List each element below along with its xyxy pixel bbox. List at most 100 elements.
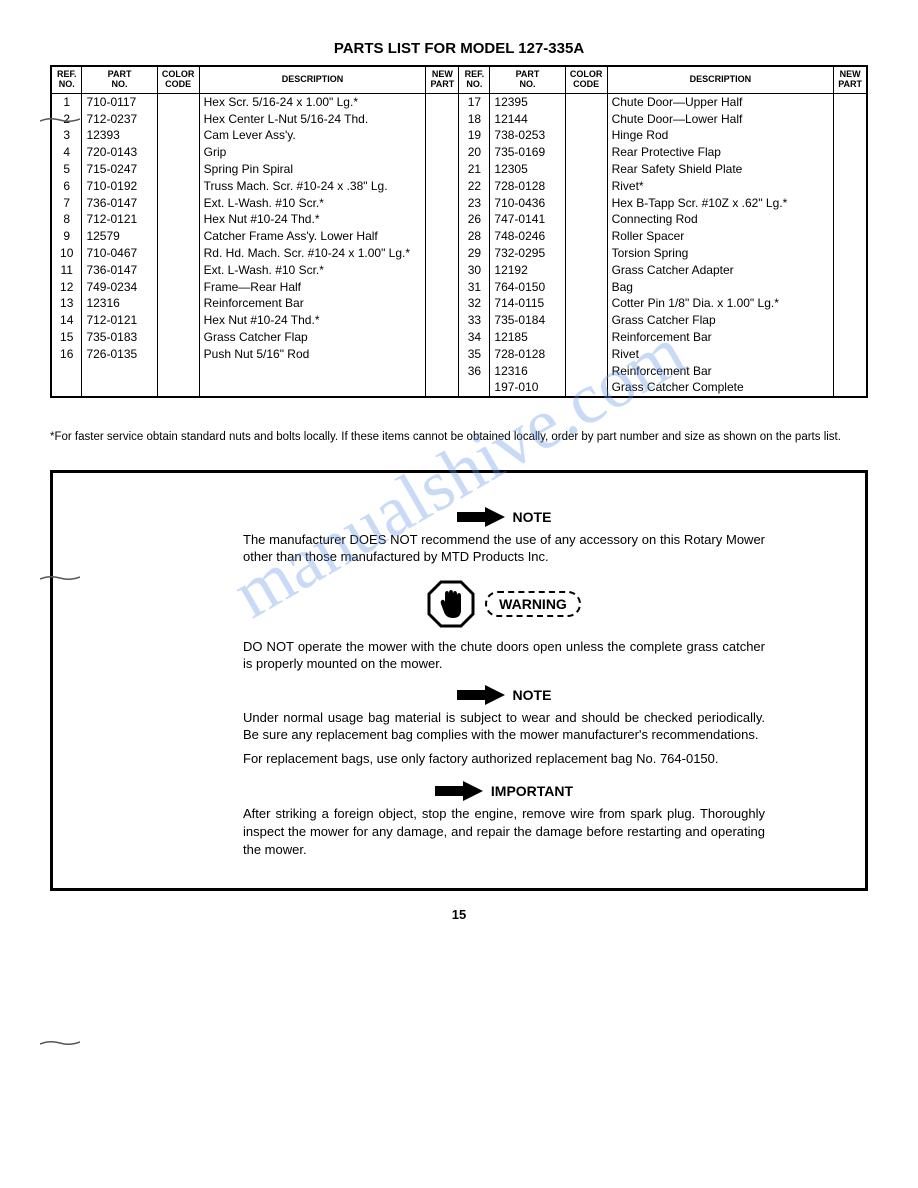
cell-new-part [426, 312, 459, 329]
cell-color-code [565, 379, 607, 397]
cell-part-no: 712-0121 [82, 312, 157, 329]
cell-description: Ext. L-Wash. #10 Scr.* [199, 262, 426, 279]
table-row: 16726-0135Push Nut 5/16" Rod35728-0128Ri… [51, 346, 867, 363]
cell-description: Hex B-Tapp Scr. #10Z x .62" Lg.* [607, 195, 834, 212]
cell-color-code [565, 111, 607, 128]
cell-ref-no: 8 [51, 211, 82, 228]
cell-part-no: 738-0253 [490, 127, 565, 144]
cell-color-code [565, 127, 607, 144]
table-row: 7736-0147Ext. L-Wash. #10 Scr.*23710-043… [51, 195, 867, 212]
cell-new-part [426, 127, 459, 144]
cell-color-code [565, 329, 607, 346]
table-row: 2712-0237Hex Center L-Nut 5/16-24 Thd.18… [51, 111, 867, 128]
cell-ref-no: 33 [459, 312, 490, 329]
margin-mark [40, 570, 80, 580]
cell-part-no: 735-0169 [490, 144, 565, 161]
arrow-right-icon [457, 685, 505, 705]
cell-color-code [157, 379, 199, 397]
cell-new-part [834, 279, 867, 296]
cell-part-no: 710-0192 [82, 178, 157, 195]
header-new-part: NEWPART [426, 66, 459, 93]
cell-description: Catcher Frame Ass'y. Lower Half [199, 228, 426, 245]
table-row: 912579Catcher Frame Ass'y. Lower Half287… [51, 228, 867, 245]
table-row: 15735-0183Grass Catcher Flap3412185Reinf… [51, 329, 867, 346]
cell-ref-no [51, 379, 82, 397]
cell-color-code [157, 329, 199, 346]
cell-new-part [834, 329, 867, 346]
cell-ref-no: 12 [51, 279, 82, 296]
important-label: IMPORTANT [491, 783, 573, 799]
cell-ref-no: 10 [51, 245, 82, 262]
cell-new-part [834, 211, 867, 228]
cell-part-no: 197-010 [490, 379, 565, 397]
cell-description: Reinforcement Bar [607, 363, 834, 380]
table-row: 10710-0467Rd. Hd. Mach. Scr. #10-24 x 1.… [51, 245, 867, 262]
cell-part-no: 728-0128 [490, 346, 565, 363]
table-row: 4720-0143Grip20735-0169Rear Protective F… [51, 144, 867, 161]
cell-ref-no [459, 379, 490, 397]
cell-part-no: 728-0128 [490, 178, 565, 195]
cell-color-code [157, 279, 199, 296]
margin-mark [40, 112, 80, 122]
table-row: 11736-0147Ext. L-Wash. #10 Scr.*3012192G… [51, 262, 867, 279]
cell-part-no: 712-0121 [82, 211, 157, 228]
cell-ref-no: 30 [459, 262, 490, 279]
cell-description [199, 379, 426, 397]
cell-part-no: 735-0184 [490, 312, 565, 329]
cell-new-part [834, 346, 867, 363]
cell-description [199, 363, 426, 380]
cell-description: Torsion Spring [607, 245, 834, 262]
cell-part-no: 12316 [82, 295, 157, 312]
cell-new-part [834, 363, 867, 380]
cell-part-no: 710-0117 [82, 93, 157, 110]
cell-description: Rivet* [607, 178, 834, 195]
cell-part-no: 720-0143 [82, 144, 157, 161]
cell-part-no: 735-0183 [82, 329, 157, 346]
cell-description: Chute Door—Upper Half [607, 93, 834, 110]
header-color-code: COLORCODE [157, 66, 199, 93]
table-row: 5715-0247Spring Pin Spiral2112305Rear Sa… [51, 161, 867, 178]
table-row: 6710-0192Truss Mach. Scr. #10-24 x .38" … [51, 178, 867, 195]
important-header: IMPORTANT [243, 781, 765, 801]
warning-label: WARNING [485, 591, 581, 617]
note-text: The manufacturer DOES NOT recommend the … [243, 531, 765, 566]
note-label: NOTE [513, 509, 552, 525]
cell-description: Grass Catcher Complete [607, 379, 834, 397]
cell-ref-no: 13 [51, 295, 82, 312]
cell-color-code [157, 295, 199, 312]
cell-new-part [426, 111, 459, 128]
cell-part-no: 12192 [490, 262, 565, 279]
cell-description: Truss Mach. Scr. #10-24 x .38" Lg. [199, 178, 426, 195]
cell-ref-no: 7 [51, 195, 82, 212]
header-part-no: PARTNO. [490, 66, 565, 93]
arrow-right-icon [457, 507, 505, 527]
table-row: 197-010 Grass Catcher Complete [51, 379, 867, 397]
cell-description: Grass Catcher Adapter [607, 262, 834, 279]
cell-color-code [565, 295, 607, 312]
cell-part-no [82, 363, 157, 380]
cell-color-code [157, 262, 199, 279]
note-header: NOTE [243, 507, 765, 527]
cell-part-no: 736-0147 [82, 195, 157, 212]
cell-new-part [834, 312, 867, 329]
cell-ref-no: 15 [51, 329, 82, 346]
cell-color-code [565, 161, 607, 178]
cell-part-no: 748-0246 [490, 228, 565, 245]
cell-ref-no: 36 [459, 363, 490, 380]
note-text: For replacement bags, use only factory a… [243, 750, 765, 768]
cell-ref-no: 17 [459, 93, 490, 110]
cell-description: Rd. Hd. Mach. Scr. #10-24 x 1.00" Lg.* [199, 245, 426, 262]
cell-description: Hex Nut #10-24 Thd.* [199, 312, 426, 329]
cell-description: Chute Door—Lower Half [607, 111, 834, 128]
cell-new-part [834, 93, 867, 110]
cell-ref-no: 29 [459, 245, 490, 262]
cell-color-code [565, 363, 607, 380]
cell-description: Ext. L-Wash. #10 Scr.* [199, 195, 426, 212]
cell-new-part [834, 295, 867, 312]
cell-description: Hex Center L-Nut 5/16-24 Thd. [199, 111, 426, 128]
cell-ref-no: 21 [459, 161, 490, 178]
cell-new-part [834, 262, 867, 279]
cell-color-code [157, 363, 199, 380]
cell-new-part [426, 363, 459, 380]
table-row: 1312316Reinforcement Bar32714-0115Cotter… [51, 295, 867, 312]
